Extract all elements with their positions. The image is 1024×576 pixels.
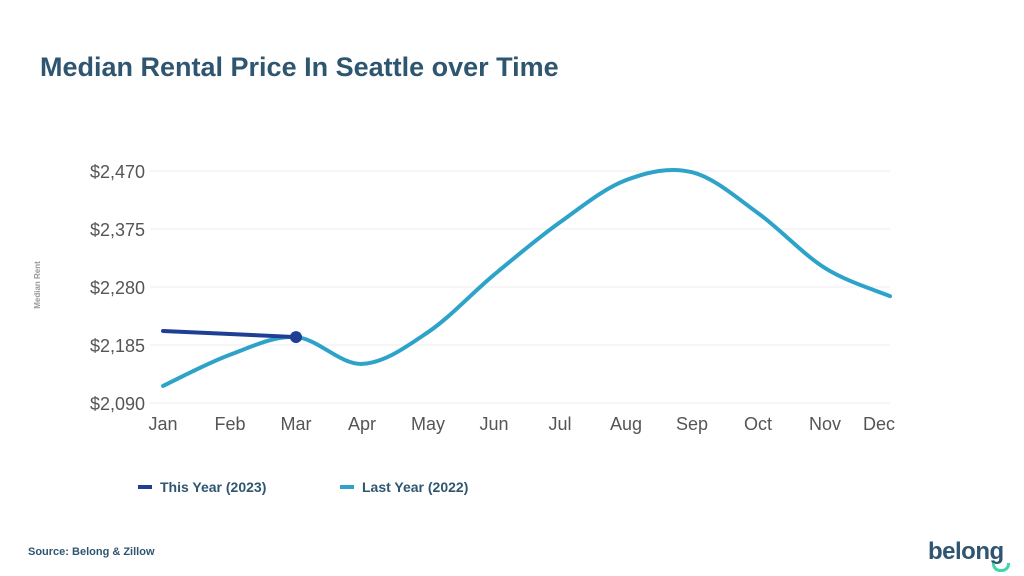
y-tick-label: $2,375 xyxy=(90,220,145,240)
logo-smile-icon xyxy=(992,563,1010,572)
x-tick-label: Oct xyxy=(744,414,772,434)
y-tick-label: $2,470 xyxy=(90,162,145,182)
y-axis-label: Median Rent xyxy=(33,261,42,309)
belong-logo: belong xyxy=(928,538,1004,565)
x-tick-label: Mar xyxy=(281,414,312,434)
x-tick-label: Jul xyxy=(548,414,571,434)
y-tick-label: $2,280 xyxy=(90,278,145,298)
series-line-last-year xyxy=(161,167,892,388)
x-tick-label: Jan xyxy=(148,414,177,434)
legend-label: This Year (2023) xyxy=(160,479,266,495)
x-tick-label: Feb xyxy=(214,414,245,434)
series-line-this-year xyxy=(161,328,298,340)
x-tick-label: Aug xyxy=(610,414,642,434)
y-tick-label: $2,185 xyxy=(90,336,145,356)
y-tick-label: $2,090 xyxy=(90,394,145,414)
x-tick-label: May xyxy=(411,414,445,434)
x-tick-label: Apr xyxy=(348,414,376,434)
current-point-marker xyxy=(290,331,302,344)
legend-label: Last Year (2022) xyxy=(362,479,468,495)
x-tick-label: Dec xyxy=(863,414,895,434)
source-note: Source: Belong & Zillow xyxy=(28,546,155,558)
x-tick-label: Jun xyxy=(479,414,508,434)
x-tick-label: Nov xyxy=(809,414,841,434)
x-tick-label: Sep xyxy=(676,414,708,434)
chart-title: Median Rental Price In Seattle over Time xyxy=(40,52,559,82)
